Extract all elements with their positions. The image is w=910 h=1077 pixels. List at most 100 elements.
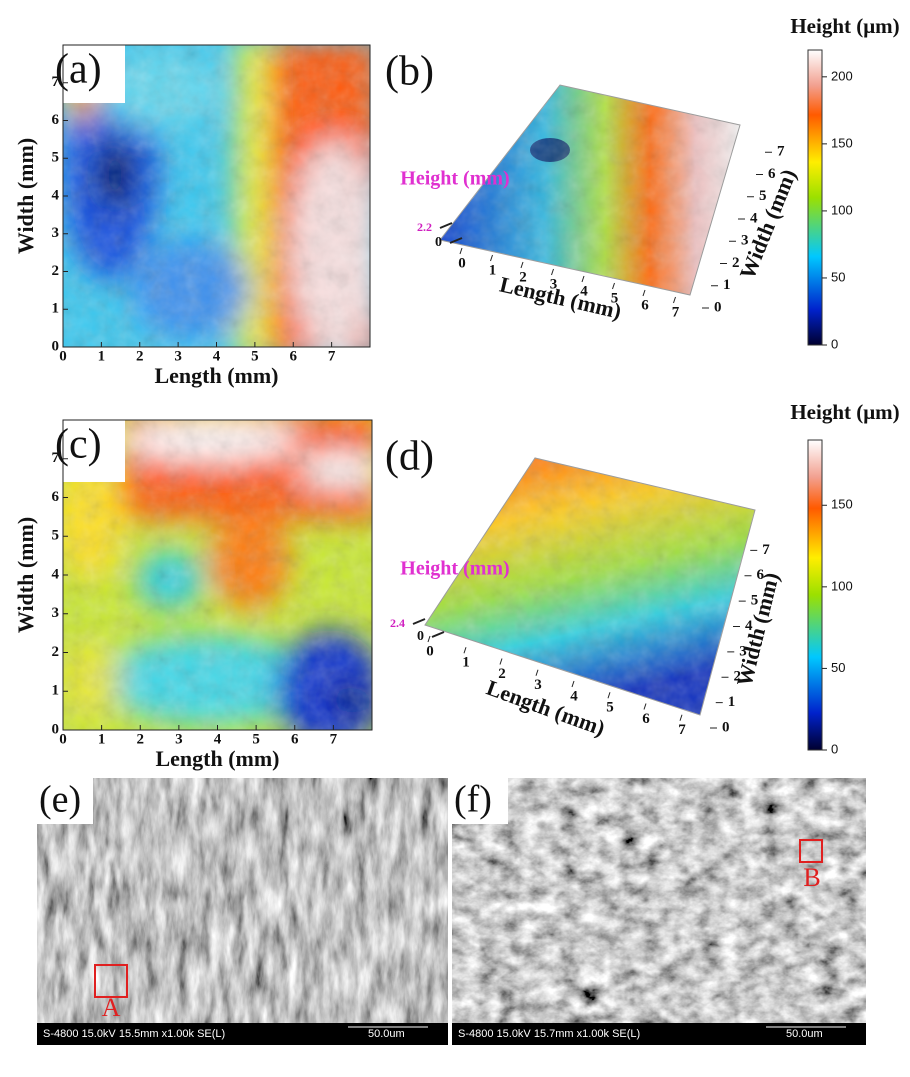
x-tick: [644, 704, 646, 710]
x-axis-label: Length (mm): [155, 746, 279, 771]
y-tick-label: 6: [52, 489, 60, 505]
z-tick-label: 0: [435, 235, 442, 250]
x-tick-label: 5: [251, 348, 259, 364]
panel-label: (e): [39, 779, 81, 821]
z-tick: [413, 619, 425, 624]
z-tick-label: 0: [417, 629, 424, 644]
region-label: A: [102, 993, 121, 1022]
x-tick-label: 1: [98, 731, 106, 747]
x-tick-label: 1: [489, 262, 497, 278]
sem-info: S-4800 15.0kV 15.7mm x1.00k SE(L): [458, 1028, 640, 1040]
z-tick-label: 2.2: [417, 220, 432, 234]
sem-image-f: [452, 778, 866, 1023]
x-tick-label: 7: [328, 348, 336, 364]
x-tick-label: 5: [606, 700, 614, 716]
y-axis-label: Width (mm): [13, 517, 38, 633]
colorbar-tick-label: 50: [831, 660, 845, 675]
x-tick-label: 3: [174, 348, 182, 364]
panel-label: (f): [454, 779, 492, 821]
x-tick: [428, 636, 430, 642]
y-tick-label: 0: [722, 719, 730, 735]
panel-label: (c): [55, 422, 102, 468]
x-tick: [582, 276, 584, 282]
x-tick: [460, 248, 462, 254]
colorbar: [808, 440, 822, 750]
colorbar-tick-label: 200: [831, 68, 853, 83]
x-tick-label: 2: [136, 348, 144, 364]
y-tick-label: 1: [728, 694, 736, 710]
z-tick-label: 2.4: [390, 616, 405, 630]
x-tick-label: 7: [678, 722, 686, 738]
colorbar-tick-label: 100: [831, 202, 853, 217]
y-tick-label: 4: [52, 566, 60, 582]
colorbar-title: Height (μm): [790, 14, 899, 38]
y-tick-label: 5: [52, 150, 60, 166]
y-tick-label: 5: [52, 528, 60, 544]
x-tick-label: 1: [98, 348, 106, 364]
y-axis-label: Width (mm): [734, 165, 801, 282]
x-tick-label: 6: [641, 297, 649, 313]
x-tick-label: 2: [137, 731, 145, 747]
x-axis-label: Length (mm): [154, 363, 278, 388]
x-tick-label: 7: [330, 731, 338, 747]
y-tick-label: 1: [723, 277, 731, 293]
colorbar-tick-label: 0: [831, 741, 838, 756]
y-tick-label: 4: [52, 187, 60, 203]
y-axis-label: Width (mm): [731, 570, 783, 689]
sem-scale: 50.0um: [786, 1028, 823, 1040]
x-tick-label: 0: [59, 731, 67, 747]
x-tick-label: 0: [458, 255, 466, 271]
x-tick-label: 1: [462, 655, 470, 671]
region-label: B: [803, 863, 820, 892]
x-tick-label: 6: [642, 711, 650, 727]
y-axis-label: Width (mm): [13, 138, 38, 254]
x-tick-label: 4: [570, 688, 578, 704]
x-tick-label: 5: [252, 731, 260, 747]
x-tick: [680, 715, 682, 721]
y-tick-label: 0: [52, 338, 60, 354]
x-tick: [674, 297, 676, 303]
x-tick-label: 7: [672, 304, 680, 320]
colorbar-tick-label: 100: [831, 578, 853, 593]
z-tick: [432, 632, 444, 637]
sem-info: S-4800 15.0kV 15.5mm x1.00k SE(L): [43, 1028, 225, 1040]
surface-texture: [425, 458, 755, 715]
sem-image-e: [37, 778, 448, 1023]
y-tick-label: 7: [762, 542, 770, 558]
x-tick: [643, 290, 645, 296]
x-tick: [608, 692, 610, 698]
y-tick-label: 1: [52, 683, 60, 699]
colorbar-tick-label: 0: [831, 336, 838, 351]
x-tick-label: 4: [213, 348, 221, 364]
x-tick-label: 0: [59, 348, 67, 364]
y-tick-label: 0: [52, 721, 60, 737]
x-tick-label: 6: [290, 348, 298, 364]
panel-label: (a): [55, 47, 102, 93]
y-tick-label: 7: [777, 144, 785, 160]
x-tick: [491, 255, 493, 261]
x-tick: [536, 670, 538, 676]
colorbar: [808, 50, 822, 345]
x-tick: [521, 262, 523, 268]
panel-label: (b): [385, 49, 434, 95]
x-axis-label: Length (mm): [497, 271, 623, 323]
colorbar-title: Height (μm): [790, 400, 899, 424]
x-tick: [613, 283, 615, 289]
x-tick: [500, 659, 502, 665]
x-tick-label: 6: [291, 731, 299, 747]
x-tick-label: 0: [426, 643, 434, 659]
z-axis-label: Height (mm): [400, 558, 509, 580]
y-tick-label: 3: [52, 225, 60, 241]
x-tick-label: 3: [175, 731, 183, 747]
y-tick-label: 3: [52, 605, 60, 621]
sem-scale: 50.0um: [368, 1028, 405, 1040]
colorbar-tick-label: 150: [831, 135, 853, 150]
x-tick: [464, 647, 466, 653]
y-tick-label: 2: [52, 644, 60, 660]
panel-label: (d): [385, 434, 434, 480]
colorbar-tick-label: 50: [831, 269, 845, 284]
y-tick-label: 1: [52, 301, 60, 317]
x-tick: [552, 269, 554, 275]
x-tick-label: 4: [214, 731, 222, 747]
surface-texture: [440, 85, 740, 295]
